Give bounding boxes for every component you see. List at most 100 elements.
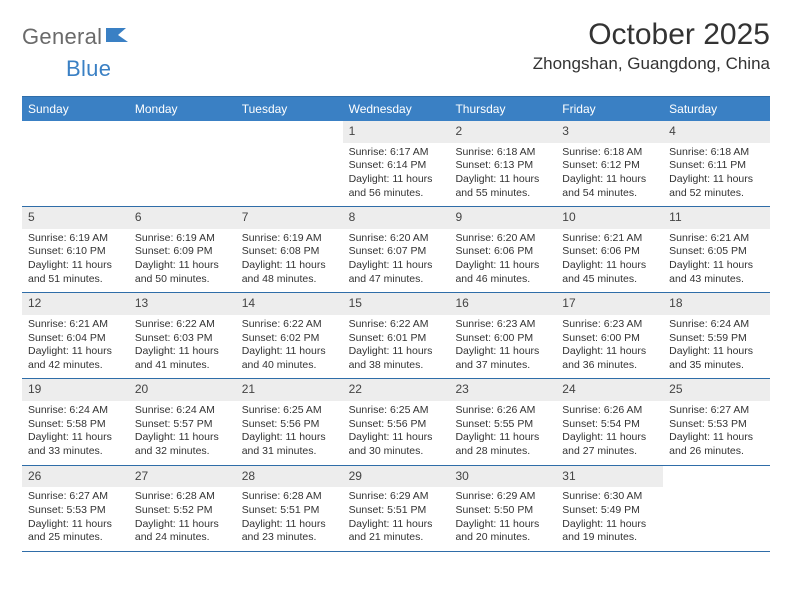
day-number: 17: [556, 293, 663, 315]
day-body: Sunrise: 6:20 AMSunset: 6:06 PMDaylight:…: [449, 229, 556, 293]
daylight-text: Daylight: 11 hours and 46 minutes.: [455, 259, 550, 286]
day-cell: 10Sunrise: 6:21 AMSunset: 6:06 PMDayligh…: [556, 207, 663, 292]
day-number: 15: [343, 293, 450, 315]
day-number: 28: [236, 466, 343, 488]
day-cell: 22Sunrise: 6:25 AMSunset: 5:56 PMDayligh…: [343, 379, 450, 464]
day-header: Saturday: [663, 97, 770, 121]
day-body: Sunrise: 6:23 AMSunset: 6:00 PMDaylight:…: [556, 315, 663, 379]
sunset-text: Sunset: 5:55 PM: [455, 418, 550, 432]
day-body: Sunrise: 6:27 AMSunset: 5:53 PMDaylight:…: [663, 401, 770, 465]
day-header: Wednesday: [343, 97, 450, 121]
day-number: 13: [129, 293, 236, 315]
day-cell: 13Sunrise: 6:22 AMSunset: 6:03 PMDayligh…: [129, 293, 236, 378]
week-row: ...1Sunrise: 6:17 AMSunset: 6:14 PMDayli…: [22, 121, 770, 207]
daylight-text: Daylight: 11 hours and 24 minutes.: [135, 518, 230, 545]
daylight-text: Daylight: 11 hours and 25 minutes.: [28, 518, 123, 545]
day-body: Sunrise: 6:24 AMSunset: 5:57 PMDaylight:…: [129, 401, 236, 465]
day-body: Sunrise: 6:27 AMSunset: 5:53 PMDaylight:…: [22, 487, 129, 551]
day-body: Sunrise: 6:22 AMSunset: 6:01 PMDaylight:…: [343, 315, 450, 379]
day-number: 1: [343, 121, 450, 143]
daylight-text: Daylight: 11 hours and 31 minutes.: [242, 431, 337, 458]
day-body: Sunrise: 6:19 AMSunset: 6:09 PMDaylight:…: [129, 229, 236, 293]
day-number: 29: [343, 466, 450, 488]
sunrise-text: Sunrise: 6:23 AM: [455, 318, 550, 332]
sunrise-text: Sunrise: 6:20 AM: [455, 232, 550, 246]
daylight-text: Daylight: 11 hours and 33 minutes.: [28, 431, 123, 458]
sunrise-text: Sunrise: 6:28 AM: [242, 490, 337, 504]
day-body: Sunrise: 6:25 AMSunset: 5:56 PMDaylight:…: [343, 401, 450, 465]
day-body: Sunrise: 6:24 AMSunset: 5:58 PMDaylight:…: [22, 401, 129, 465]
day-number: 5: [22, 207, 129, 229]
sunrise-text: Sunrise: 6:19 AM: [28, 232, 123, 246]
day-body: Sunrise: 6:22 AMSunset: 6:03 PMDaylight:…: [129, 315, 236, 379]
sunrise-text: Sunrise: 6:18 AM: [562, 146, 657, 160]
week-row: 12Sunrise: 6:21 AMSunset: 6:04 PMDayligh…: [22, 293, 770, 379]
sunrise-text: Sunrise: 6:18 AM: [455, 146, 550, 160]
day-header: Sunday: [22, 97, 129, 121]
sunrise-text: Sunrise: 6:19 AM: [135, 232, 230, 246]
day-body: Sunrise: 6:22 AMSunset: 6:02 PMDaylight:…: [236, 315, 343, 379]
sunset-text: Sunset: 5:53 PM: [669, 418, 764, 432]
sunrise-text: Sunrise: 6:18 AM: [669, 146, 764, 160]
day-cell: 9Sunrise: 6:20 AMSunset: 6:06 PMDaylight…: [449, 207, 556, 292]
day-cell: 17Sunrise: 6:23 AMSunset: 6:00 PMDayligh…: [556, 293, 663, 378]
day-cell: 16Sunrise: 6:23 AMSunset: 6:00 PMDayligh…: [449, 293, 556, 378]
sunrise-text: Sunrise: 6:26 AM: [455, 404, 550, 418]
day-cell: 21Sunrise: 6:25 AMSunset: 5:56 PMDayligh…: [236, 379, 343, 464]
day-cell: 11Sunrise: 6:21 AMSunset: 6:05 PMDayligh…: [663, 207, 770, 292]
daylight-text: Daylight: 11 hours and 47 minutes.: [349, 259, 444, 286]
day-body: Sunrise: 6:19 AMSunset: 6:10 PMDaylight:…: [22, 229, 129, 293]
sunset-text: Sunset: 6:06 PM: [562, 245, 657, 259]
day-cell: 27 Sunrise: 6:28 AMSunset: 5:52 PMDayligh…: [129, 466, 236, 551]
sunset-text: Sunset: 6:10 PM: [28, 245, 123, 259]
day-body: Sunrise: 6:29 AMSunset: 5:50 PMDaylight:…: [449, 487, 556, 551]
sunrise-text: Sunrise: 6:22 AM: [242, 318, 337, 332]
day-body: Sunrise: 6:21 AMSunset: 6:04 PMDaylight:…: [22, 315, 129, 379]
day-number: 6: [129, 207, 236, 229]
daylight-text: Daylight: 11 hours and 36 minutes.: [562, 345, 657, 372]
day-body: Sunrise: 6:18 AMSunset: 6:12 PMDaylight:…: [556, 143, 663, 207]
day-number: 22: [343, 379, 450, 401]
daylight-text: Daylight: 11 hours and 43 minutes.: [669, 259, 764, 286]
sunset-text: Sunset: 5:50 PM: [455, 504, 550, 518]
sunset-text: Sunset: 5:49 PM: [562, 504, 657, 518]
sunrise-text: Sunrise: 6:25 AM: [242, 404, 337, 418]
day-number: 26: [22, 466, 129, 488]
sunrise-text: Sunrise: 6:23 AM: [562, 318, 657, 332]
day-cell: 15Sunrise: 6:22 AMSunset: 6:01 PMDayligh…: [343, 293, 450, 378]
day-header: Monday: [129, 97, 236, 121]
sunrise-text: Sunrise: 6:22 AM: [135, 318, 230, 332]
day-header: Friday: [556, 97, 663, 121]
day-body: Sunrise: 6:21 AMSunset: 6:05 PMDaylight:…: [663, 229, 770, 293]
sunset-text: Sunset: 5:56 PM: [349, 418, 444, 432]
day-number: 24: [556, 379, 663, 401]
daylight-text: Daylight: 11 hours and 21 minutes.: [349, 518, 444, 545]
daylight-text: Daylight: 11 hours and 48 minutes.: [242, 259, 337, 286]
day-number: 27: [129, 466, 236, 488]
daylight-text: Daylight: 11 hours and 42 minutes.: [28, 345, 123, 372]
daylight-text: Daylight: 11 hours and 28 minutes.: [455, 431, 550, 458]
day-body: Sunrise: 6:26 AMSunset: 5:54 PMDaylight:…: [556, 401, 663, 465]
daylight-text: Daylight: 11 hours and 27 minutes.: [562, 431, 657, 458]
sunrise-text: Sunrise: 6:21 AM: [669, 232, 764, 246]
daylight-text: Daylight: 11 hours and 40 minutes.: [242, 345, 337, 372]
day-body: Sunrise: 6:26 AMSunset: 5:55 PMDaylight:…: [449, 401, 556, 465]
week-row: 19Sunrise: 6:24 AMSunset: 5:58 PMDayligh…: [22, 379, 770, 465]
sunrise-text: Sunrise: 6:25 AM: [349, 404, 444, 418]
sunset-text: Sunset: 6:06 PM: [455, 245, 550, 259]
sunrise-text: Sunrise: 6:26 AM: [562, 404, 657, 418]
sunset-text: Sunset: 6:04 PM: [28, 332, 123, 346]
daylight-text: Daylight: 11 hours and 38 minutes.: [349, 345, 444, 372]
sunset-text: Sunset: 6:00 PM: [455, 332, 550, 346]
daylight-text: Daylight: 11 hours and 26 minutes.: [669, 431, 764, 458]
day-cell: 3Sunrise: 6:18 AMSunset: 6:12 PMDaylight…: [556, 121, 663, 206]
day-body: Sunrise: 6:29 AMSunset: 5:51 PMDaylight:…: [343, 487, 450, 551]
sunset-text: Sunset: 5:52 PM: [135, 504, 230, 518]
daylight-text: Daylight: 11 hours and 20 minutes.: [455, 518, 550, 545]
day-number: 14: [236, 293, 343, 315]
sunrise-text: Sunrise: 6:28 AM: [135, 490, 230, 504]
day-body: Sunrise: 6:24 AMSunset: 5:59 PMDaylight:…: [663, 315, 770, 379]
day-body: Sunrise: 6:18 AMSunset: 6:11 PMDaylight:…: [663, 143, 770, 207]
day-cell: .: [22, 121, 129, 206]
sunrise-text: Sunrise: 6:24 AM: [669, 318, 764, 332]
